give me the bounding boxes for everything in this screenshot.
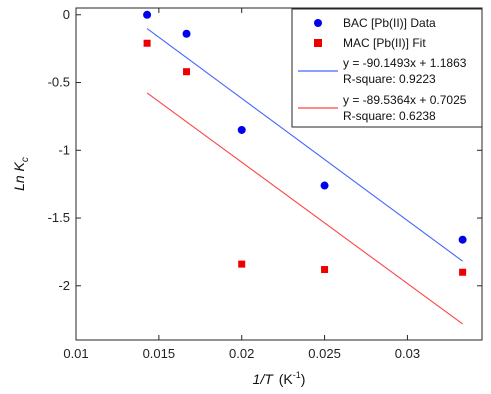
fit-line-1	[146, 28, 463, 262]
x-tick-label: 0.01	[63, 346, 88, 361]
x-axis-title: 1/T (K-1)	[253, 370, 306, 387]
x-tick-label: 0.025	[308, 346, 341, 361]
y-tick-label: -0.5	[48, 75, 70, 90]
y-tick-label: -1	[58, 142, 70, 157]
y-tick-label: 0	[63, 7, 70, 22]
data-markers	[143, 10, 467, 276]
fit-line-2	[146, 92, 463, 325]
data-point-mac	[321, 266, 329, 274]
data-point-bac	[320, 181, 329, 190]
legend-label-bac: BAC [Pb(II)] Data	[343, 16, 436, 30]
x-axis-ticks: 0.01 0.015 0.02 0.025 0.03	[63, 8, 420, 361]
legend-fit1-equation: y = -90.1493x + 1.1863	[343, 56, 467, 70]
legend-fit2-equation: y = -89.5364x + 0.7025	[343, 93, 467, 107]
x-tick-label: 0.015	[143, 346, 176, 361]
legend-marker-bac	[314, 19, 322, 27]
data-point-bac	[458, 235, 467, 244]
legend-label-mac: MAC [Pb(II)] Fit	[343, 36, 426, 50]
data-point-bac	[182, 29, 191, 38]
data-point-mac	[183, 68, 191, 76]
y-tick-label: -2	[58, 278, 70, 293]
x-tick-label: 0.03	[395, 346, 420, 361]
data-point-bac	[143, 10, 152, 19]
y-tick-label: -1.5	[48, 210, 70, 225]
data-point-mac	[238, 260, 246, 268]
y-axis-title: Ln Kc	[11, 157, 31, 191]
x-tick-label: 0.02	[229, 346, 254, 361]
legend-marker-mac	[314, 39, 322, 47]
data-point-mac	[143, 39, 151, 47]
legend-fit2-rsquare: R-square: 0.6238	[343, 109, 436, 123]
legend-fit1-rsquare: R-square: 0.9223	[343, 72, 436, 86]
legend: BAC [Pb(II)] Data MAC [Pb(II)] Fit y = -…	[291, 8, 483, 128]
data-point-bac	[237, 125, 246, 134]
legend-box	[291, 8, 483, 128]
fit-lines	[146, 28, 463, 325]
data-point-mac	[459, 268, 467, 276]
